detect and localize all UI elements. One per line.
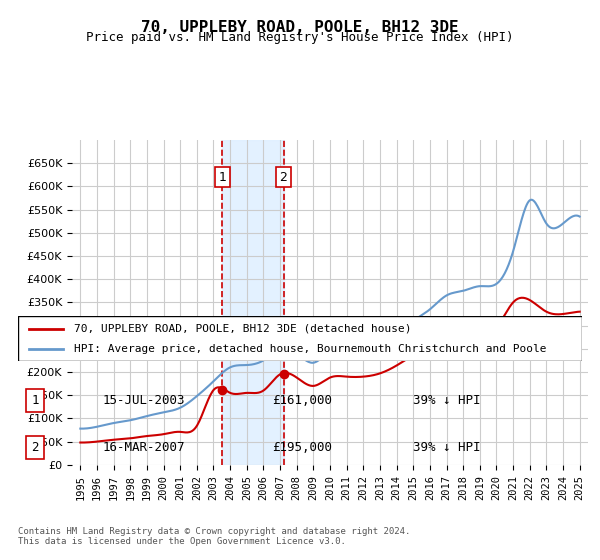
Bar [223, 140, 284, 465]
Text: 15-JUL-2003: 15-JUL-2003 [103, 394, 185, 407]
Text: 16-MAR-2007: 16-MAR-2007 [103, 441, 185, 454]
Text: 1: 1 [218, 171, 226, 184]
Text: 39% ↓ HPI: 39% ↓ HPI [413, 394, 480, 407]
Text: £161,000: £161,000 [272, 394, 332, 407]
Text: Contains HM Land Registry data © Crown copyright and database right 2024.
This d: Contains HM Land Registry data © Crown c… [18, 526, 410, 546]
Text: 2: 2 [280, 171, 287, 184]
Text: 2: 2 [31, 441, 38, 454]
Text: 39% ↓ HPI: 39% ↓ HPI [413, 441, 480, 454]
Text: HPI: Average price, detached house, Bournemouth Christchurch and Poole: HPI: Average price, detached house, Bour… [74, 344, 547, 354]
FancyBboxPatch shape [18, 316, 582, 361]
Text: £195,000: £195,000 [272, 441, 332, 454]
Text: 70, UPPLEBY ROAD, POOLE, BH12 3DE (detached house): 70, UPPLEBY ROAD, POOLE, BH12 3DE (detac… [74, 324, 412, 334]
Text: 1: 1 [31, 394, 38, 407]
Text: Price paid vs. HM Land Registry's House Price Index (HPI): Price paid vs. HM Land Registry's House … [86, 31, 514, 44]
Text: 70, UPPLEBY ROAD, POOLE, BH12 3DE: 70, UPPLEBY ROAD, POOLE, BH12 3DE [141, 20, 459, 35]
